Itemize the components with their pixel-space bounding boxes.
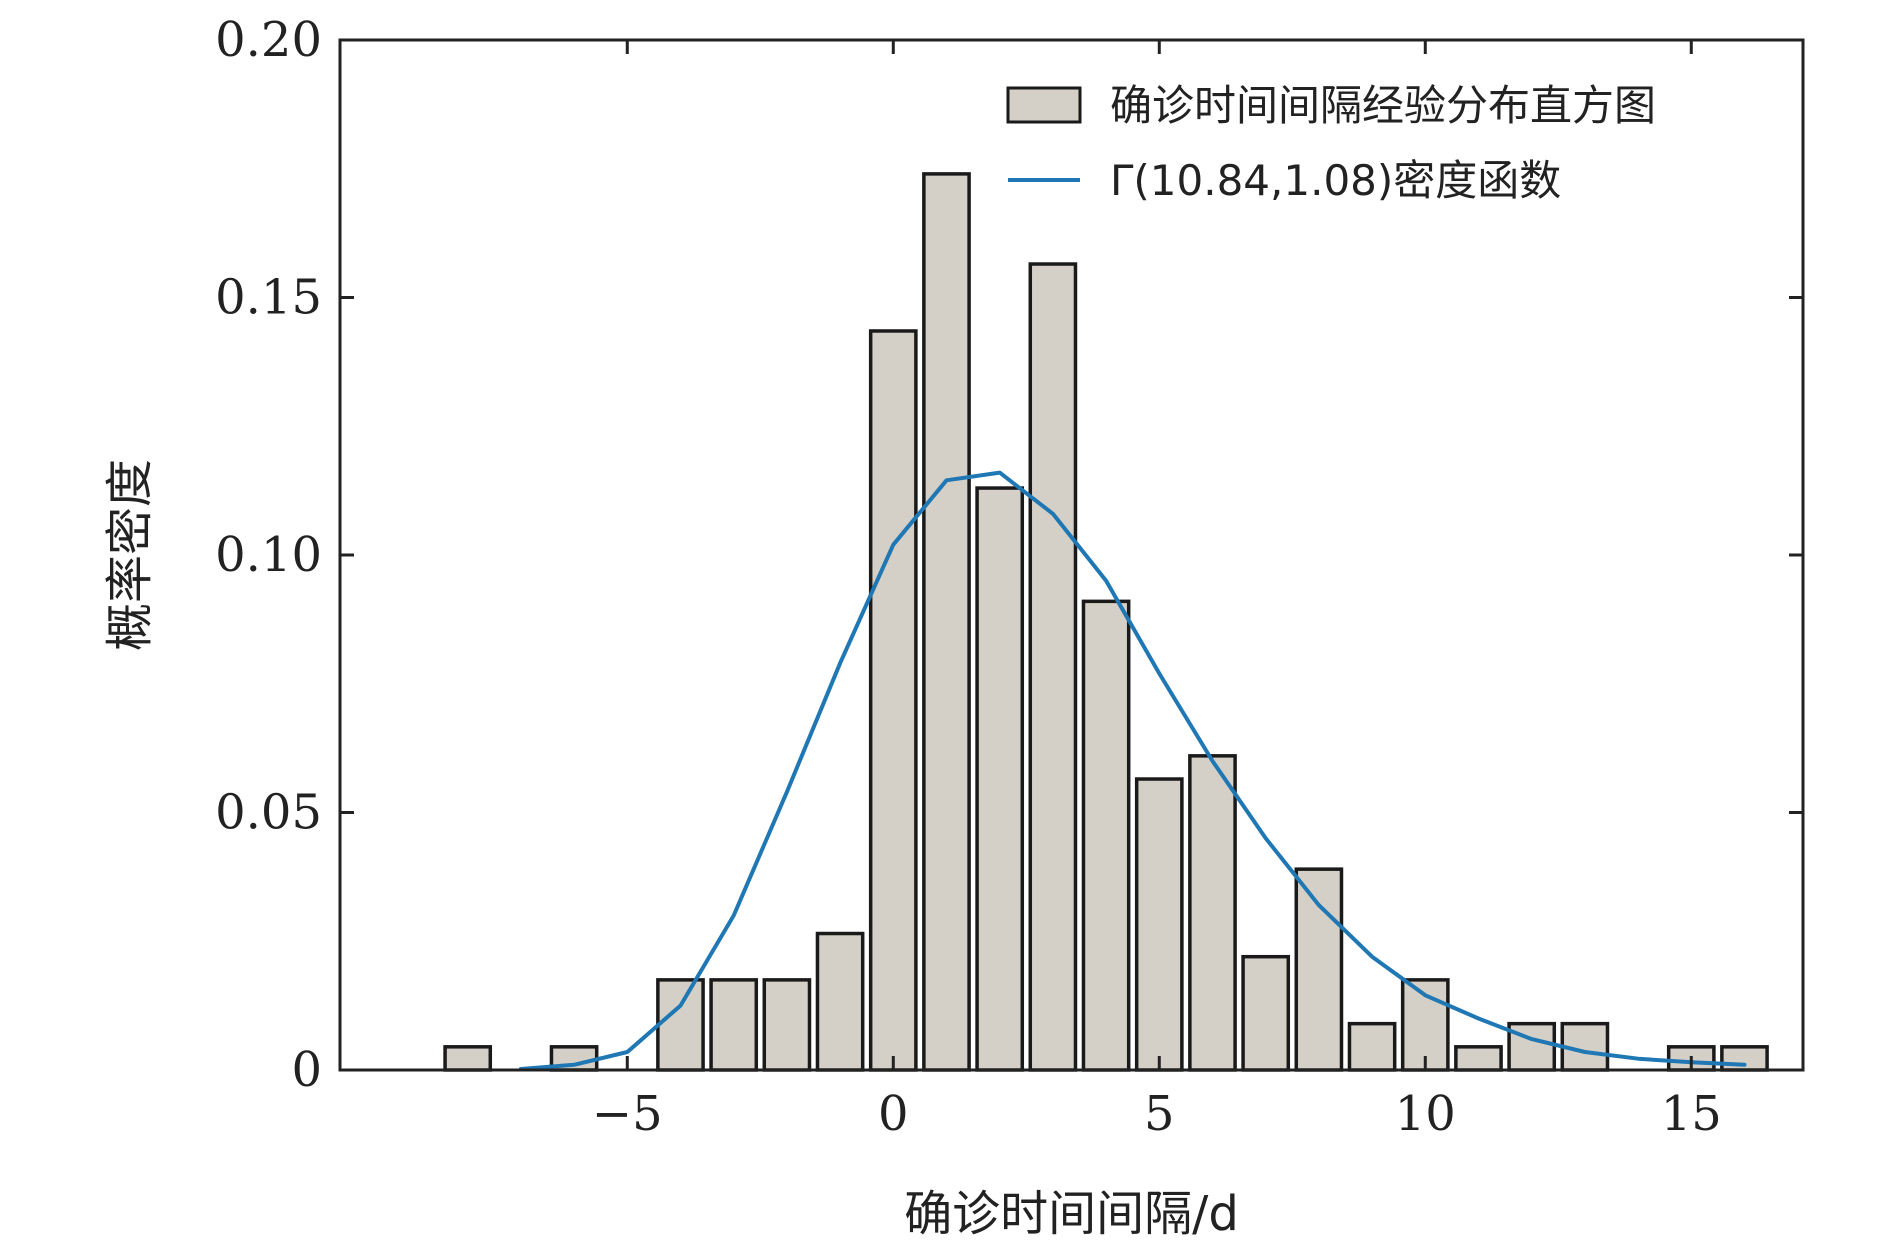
histogram-bar	[762, 978, 812, 1072]
y-axis-title: 概率密度	[102, 459, 158, 651]
histogram-bar	[922, 172, 971, 1072]
y-tick-label: 0.15	[215, 270, 322, 326]
histogram-bar	[443, 1045, 493, 1072]
y-tick-label: 0.20	[215, 12, 322, 68]
histogram-bar	[1134, 777, 1184, 1072]
x-tick-label: 10	[1395, 1086, 1456, 1142]
histogram-bar	[1028, 262, 1078, 1072]
histogram-bar	[1294, 867, 1344, 1072]
histogram-bar	[1507, 1021, 1557, 1072]
histogram-bar	[1347, 1021, 1397, 1072]
y-tick-label: 0	[291, 1042, 322, 1098]
histogram-bar	[975, 486, 1025, 1072]
legend-label-histogram: 确诊时间间隔经验分布直方图	[1110, 81, 1656, 130]
histogram-bar	[709, 978, 759, 1072]
histogram-bar	[1454, 1045, 1503, 1072]
x-axis-title: 确诊时间间隔/d	[904, 1186, 1239, 1242]
gamma-density-curve-group	[518, 470, 1747, 1071]
x-axis-ticks: −5 0 5 10 15	[592, 40, 1722, 1142]
x-tick-label: 5	[1144, 1086, 1175, 1142]
histogram-bar	[1188, 754, 1237, 1072]
legend: 确诊时间间隔经验分布直方图 Γ(10.84,1.08)密度函数	[1006, 81, 1656, 205]
y-axis-ticks: 0 0.05 0.10 0.15 0.20	[215, 12, 1803, 1098]
histogram-bars	[443, 172, 1769, 1072]
x-tick-label: −5	[592, 1086, 663, 1142]
histogram-bar	[868, 329, 918, 1072]
histogram-bar	[1241, 954, 1291, 1072]
y-tick-label: 0.05	[215, 785, 322, 841]
legend-label-gamma-curve: Γ(10.84,1.08)密度函数	[1110, 156, 1561, 205]
histogram-bar	[656, 978, 705, 1072]
x-tick-label: 0	[878, 1086, 909, 1142]
legend-swatch-histogram	[1006, 86, 1082, 124]
y-tick-label: 0.10	[215, 527, 322, 583]
histogram-bar	[815, 931, 865, 1072]
gamma-density-curve	[518, 470, 1747, 1071]
x-tick-label: 15	[1661, 1086, 1722, 1142]
histogram-bar	[1081, 599, 1131, 1072]
